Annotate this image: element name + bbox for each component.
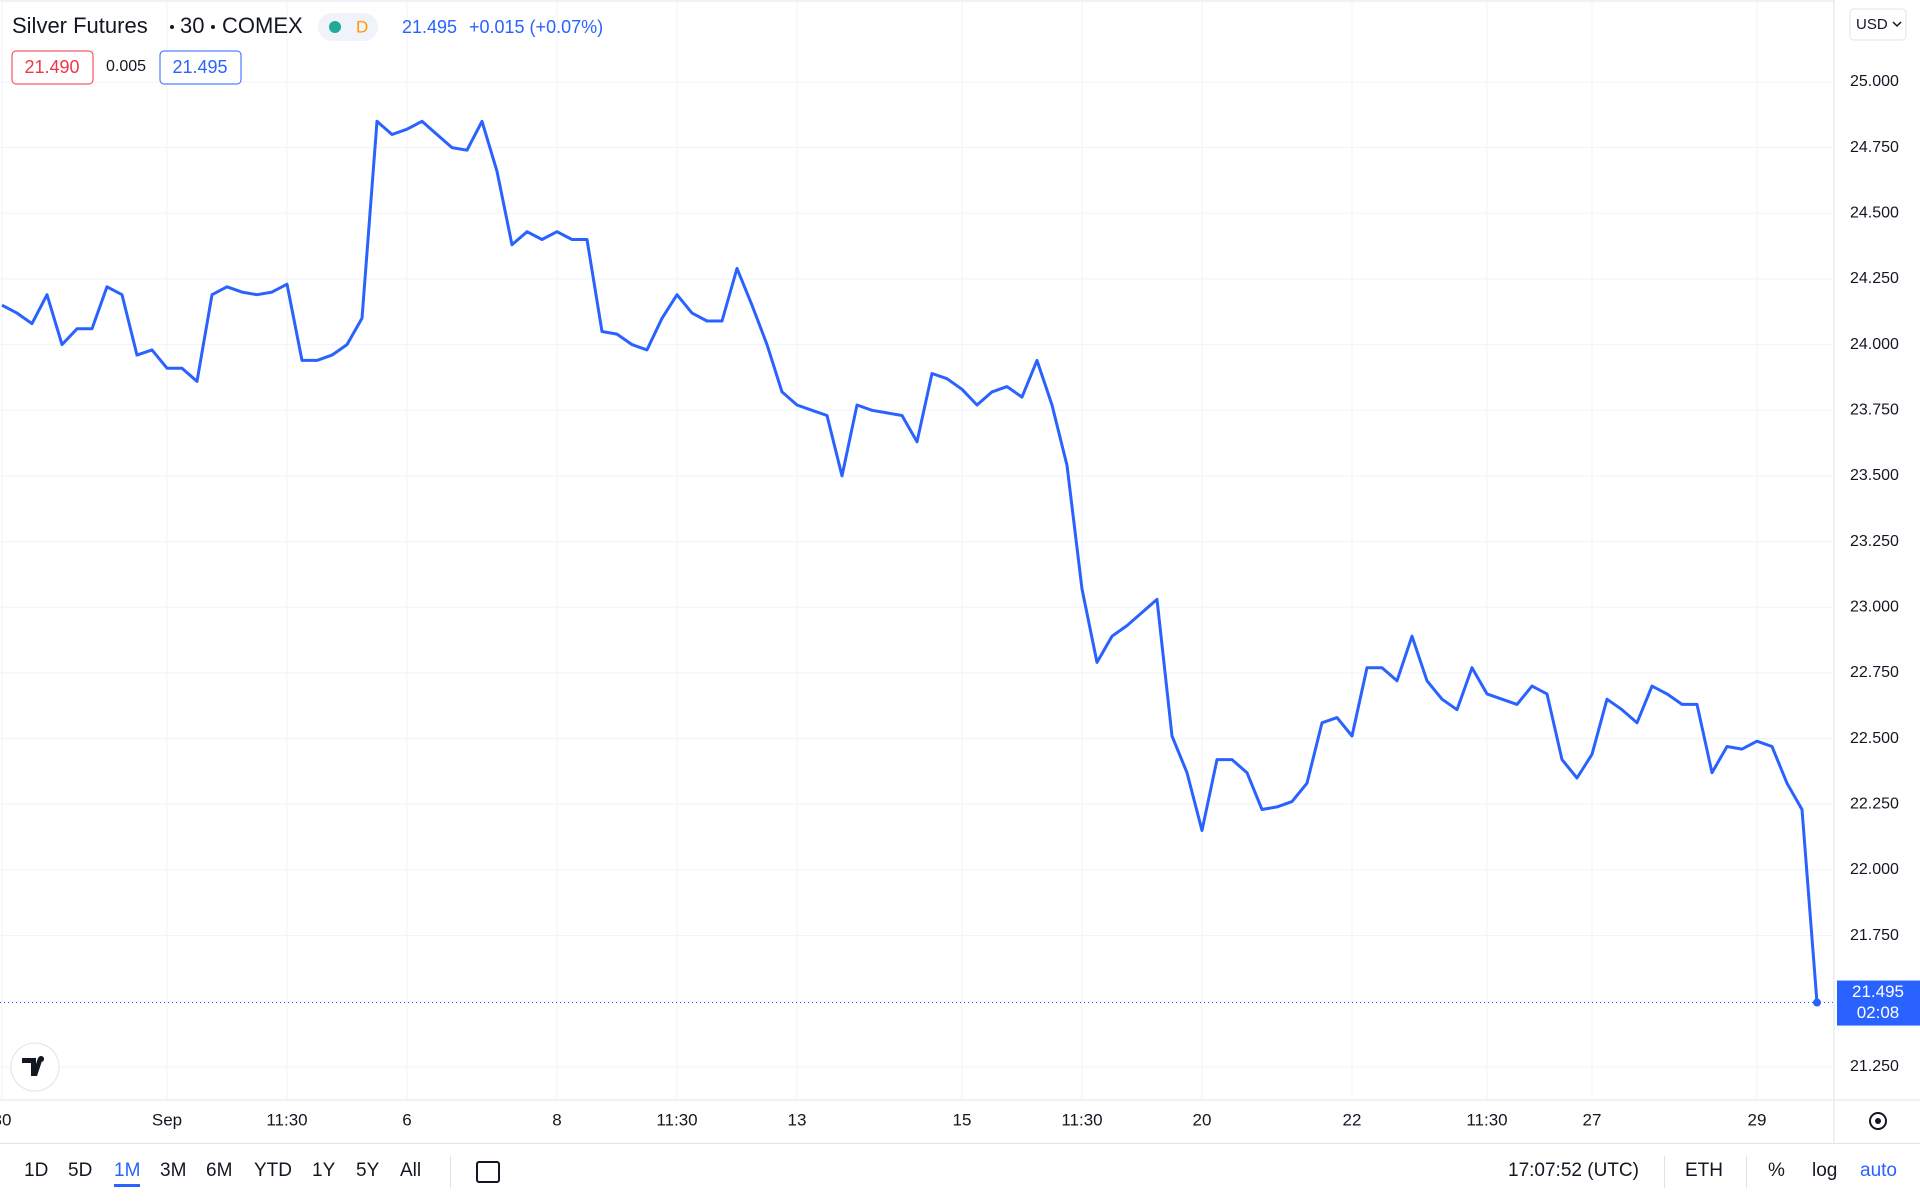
- y-tick-label: 23.000: [1850, 598, 1899, 615]
- status-pill[interactable]: [318, 13, 378, 41]
- range-button[interactable]: 1Y: [312, 1160, 336, 1181]
- symbol[interactable]: Silver Futures: [12, 13, 148, 38]
- separator: [1746, 1156, 1747, 1188]
- range-button[interactable]: 1D: [24, 1160, 49, 1181]
- x-tick-label: 11:30: [1466, 1110, 1507, 1129]
- series: [0, 119, 1834, 1007]
- grid: [0, 0, 1834, 1100]
- clock[interactable]: 17:07:52 (UTC): [1508, 1160, 1639, 1181]
- date-range-icon[interactable]: [476, 1161, 500, 1183]
- y-tick-label: 22.250: [1850, 795, 1899, 812]
- scale-option[interactable]: auto: [1860, 1160, 1897, 1181]
- x-tick-label: 13: [788, 1110, 807, 1129]
- plot-area: [0, 0, 1834, 1100]
- currency-button[interactable]: [1849, 8, 1907, 41]
- bid-box[interactable]: [11, 50, 94, 85]
- settings[interactable]: [1869, 1112, 1887, 1130]
- logo-mark: [22, 1056, 45, 1076]
- interval: 30: [180, 13, 204, 38]
- y-tick-label: 24.750: [1850, 139, 1899, 156]
- exchange: COMEX: [222, 13, 303, 38]
- y-tick-label: 23.750: [1850, 401, 1899, 418]
- settings-dot: [1875, 1118, 1881, 1124]
- range-button[interactable]: 5Y: [356, 1160, 380, 1181]
- y-tick-label: 24.000: [1850, 336, 1899, 353]
- range-button[interactable]: 3M: [160, 1160, 187, 1181]
- x-tick-label: Sep: [152, 1110, 182, 1129]
- market-status: [329, 21, 341, 33]
- x-tick-label: 8: [552, 1110, 561, 1129]
- x-tick-label: 27: [1583, 1110, 1602, 1129]
- x-tick-label: 11:30: [1061, 1110, 1102, 1129]
- y-tick-label: 23.500: [1850, 467, 1899, 484]
- change: +0.015 (+0.07%): [469, 17, 603, 37]
- badge: D: [356, 17, 368, 36]
- toolbar: 1D 5D 1M 3M 6M YTD 1Y 5Y All 17:07:52 (UTC) ETH% lo…: [0, 1143, 1920, 1201]
- separator: [170, 25, 174, 29]
- y-tick-label: 21.750: [1850, 927, 1899, 944]
- y-tick-label: 24.250: [1850, 270, 1899, 287]
- x-tick-label: 15: [953, 1110, 972, 1129]
- range-button[interactable]: 1M: [114, 1160, 141, 1187]
- scale-option[interactable]: %: [1768, 1160, 1785, 1181]
- price-line: [1, 119, 1819, 1003]
- x-tick-label: 29: [1748, 1110, 1767, 1129]
- range-button[interactable]: YTD: [254, 1160, 292, 1181]
- x-tick-label: 22: [1343, 1110, 1362, 1129]
- x-tick-label: 11:30: [266, 1110, 307, 1129]
- currency: USD: [1856, 16, 1888, 33]
- spread: 0.005: [106, 58, 146, 75]
- range-button[interactable]: All: [400, 1160, 422, 1181]
- scale-option[interactable]: log: [1812, 1160, 1838, 1181]
- y-tick-label: 24.500: [1850, 204, 1899, 221]
- bid: 21.490: [24, 57, 79, 77]
- x-tick-label: 30: [0, 1110, 11, 1129]
- ask-box[interactable]: [159, 50, 242, 85]
- separator: [1664, 1156, 1665, 1188]
- range-button[interactable]: 6M: [206, 1160, 233, 1181]
- y-tick-label: 22.750: [1850, 664, 1899, 681]
- x-tick-label: 6: [402, 1110, 411, 1129]
- y-tick-label: 25.000: [1850, 73, 1899, 90]
- separator: [450, 1156, 451, 1188]
- y-tick-label: 23.250: [1850, 533, 1899, 550]
- x-tick-label: 11:30: [656, 1110, 697, 1129]
- chart: Silver Futures 30 COMEX D 21.495 +0.015 …: [0, 0, 1920, 1143]
- x-tick-label: 20: [1193, 1110, 1212, 1129]
- separator: [211, 25, 215, 29]
- y-tick-label: 21.250: [1850, 1058, 1899, 1075]
- ask: 21.495: [172, 57, 227, 77]
- countdown: 02:08: [1857, 1003, 1900, 1022]
- last-price: 21.495: [402, 17, 457, 37]
- price-label: 21.495: [1852, 982, 1904, 1001]
- y-tick-label: 22.000: [1850, 861, 1899, 878]
- y-tick-label: 22.500: [1850, 730, 1899, 747]
- price-label-box: [1837, 980, 1920, 1026]
- range-button[interactable]: 5D: [68, 1160, 93, 1181]
- last-point: [1813, 998, 1821, 1007]
- dropdown-arrow: [1892, 21, 1902, 28]
- session[interactable]: ETH: [1685, 1160, 1723, 1181]
